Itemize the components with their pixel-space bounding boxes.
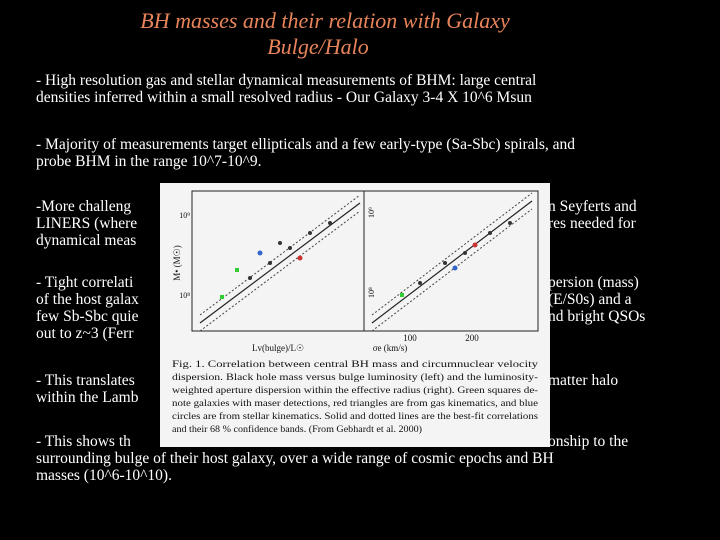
text-line: probe BHM in the range 10^7-10^9. [36,153,262,170]
text-line: onship to the [548,433,629,450]
text-line: - Tight correlati [36,274,134,291]
title-line: Bulge/Halo [267,34,369,59]
figure-label: weighted aperture dispersion within the … [172,385,538,395]
text-line: masses (10^6-10^10). [36,467,172,484]
text-line: LINERS (where [36,215,138,232]
text-line: n Seyferts and [548,198,637,215]
text-line: res needed for [548,215,636,232]
right-panel [363,190,539,332]
text-line: (E/S0s) and a [548,291,632,308]
confidence-line [199,194,361,316]
figure-label: dispersion. Black hole mass versus bulge… [172,372,538,382]
figure-label: circles are from stellar kinematics. Sol… [172,411,538,421]
figure-label: 10⁹ [367,207,376,218]
figure-label: note galaxies with maser detections, red… [172,398,538,408]
text-line: - Majority of measurements target ellipt… [36,136,576,153]
fit-line [371,200,533,324]
text-line: densities inferred within a small resolv… [36,89,532,106]
text-line: - This translates [36,372,135,389]
figure-label: 200 [465,333,479,343]
text-line: persion (mass) [548,274,639,291]
figure-label: M• (M☉) [172,245,182,280]
figure-label: 100 [403,333,417,343]
points [220,221,512,299]
figure-background [160,183,550,447]
figure-label: 10⁸ [367,287,376,298]
figure-label: and their 68 % confidence bands. (From G… [172,424,422,434]
text-line: - High resolution gas and stellar dynami… [36,72,537,89]
text-line: few Sb-Sbc quie [36,308,139,325]
confidence-line [371,192,533,316]
text-line: dynamical meas [36,232,137,249]
text-line: nd bright QSOs [548,308,646,325]
figure-text: M• (M☉) 10⁹ 10⁸ 10⁹ 10⁸ 100 200 Lv(bulge)/L☉ σe … [172,207,539,434]
text-line: matter halo [548,372,619,389]
text-line: -More challeng [36,198,132,215]
fit-line [199,202,361,324]
figure-label: Fig. 1. Correlation between central BH m… [172,359,539,369]
figure-label: σe (km/s) [373,343,408,353]
text-line: of the host galax [36,291,139,308]
text-line: - This shows th [36,433,131,450]
figure-label: 10⁹ [179,211,190,220]
confidence-line [371,208,533,332]
text-line: surrounding bulge of their host galaxy, … [36,450,554,467]
text-line: out to z~3 (Ferr [36,325,134,342]
text-line: within the Lamb [36,389,139,406]
figure: M• (M☉) 10⁹ 10⁸ 10⁹ 10⁸ 100 200 Lv(bulge)/L☉ σe … [160,183,550,447]
figure-label: 10⁸ [179,291,190,300]
figure-label: Lv(bulge)/L☉ [252,343,304,353]
confidence-line [199,210,361,332]
title-line: BH masses and their relation with Galaxy [140,8,510,33]
